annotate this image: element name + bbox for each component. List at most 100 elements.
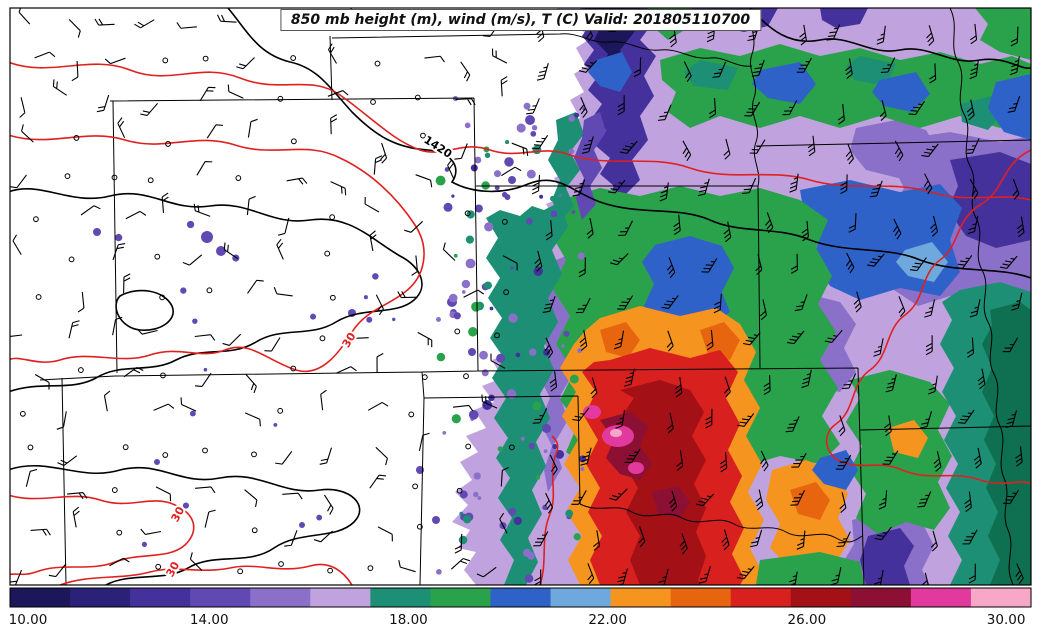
fill-speckle <box>470 164 478 172</box>
state-borders <box>39 8 1031 585</box>
wind-barb-glyph <box>1015 446 1023 467</box>
calm-wind-circle <box>508 444 515 451</box>
calm-wind-circle <box>454 328 461 335</box>
wind-barb <box>373 155 383 175</box>
wind-barb <box>867 253 885 267</box>
wind-barb <box>67 491 88 500</box>
wind-barb <box>572 407 590 422</box>
wind-barb <box>246 195 256 216</box>
wind-barb-glyph <box>581 136 594 154</box>
fill-speckle <box>363 295 368 300</box>
fill-speckle <box>568 148 575 155</box>
wind-barb-glyph <box>34 374 50 390</box>
fill-speckle <box>310 313 317 320</box>
wind-barb <box>204 509 216 528</box>
wind-barb-glyph <box>501 166 522 177</box>
wind-barb <box>579 97 588 118</box>
wind-barb-glyph <box>923 173 933 195</box>
wind-barb <box>404 220 423 233</box>
wind-barb <box>125 210 147 220</box>
wind-barb-glyph <box>545 220 553 241</box>
wind-barb-glyph <box>247 118 258 138</box>
wind-barb <box>869 180 883 198</box>
wind-barb-glyph <box>586 217 594 239</box>
wind-barb-glyph <box>542 296 556 313</box>
wind-barb <box>571 490 587 505</box>
wind-barb-glyph <box>659 182 669 202</box>
wind-barb <box>657 568 669 585</box>
wind-barb <box>245 373 257 394</box>
wind-barb-glyph <box>624 448 641 464</box>
wind-barb-glyph <box>755 254 763 276</box>
wind-barb-glyph <box>609 488 628 501</box>
wind-barb <box>841 373 857 390</box>
fill-speckle <box>461 279 471 289</box>
calm-wind-circle <box>251 451 257 458</box>
wind-barb-glyph <box>572 179 586 197</box>
fill-speckle <box>577 252 585 260</box>
wind-barb-glyph <box>785 416 800 433</box>
calm-wind-circle <box>147 177 154 184</box>
wind-barb <box>624 448 641 464</box>
wind-barb-glyph <box>48 563 67 578</box>
wind-barb-glyph <box>763 374 771 396</box>
wind-barb <box>369 230 377 252</box>
wind-barb-glyph <box>320 389 327 411</box>
wind-barb <box>826 24 841 41</box>
calm-wind-circle <box>420 132 426 139</box>
colorbar-segment <box>910 588 972 607</box>
wind-barb-glyph <box>970 23 978 45</box>
fill-speckle <box>481 369 489 377</box>
wind-barb <box>742 177 757 194</box>
wind-barb-glyph <box>348 332 369 340</box>
wind-barb <box>661 295 679 309</box>
wind-barb-glyph <box>579 330 588 351</box>
fill-speckle <box>180 287 187 294</box>
calm-wind-circle <box>464 210 471 217</box>
wind-barb <box>217 14 237 23</box>
wind-barb <box>879 100 887 121</box>
calm-wind-circle <box>116 529 123 536</box>
colorbar <box>9 587 1032 608</box>
wind-barb-glyph <box>1016 216 1025 238</box>
wind-barb <box>276 238 284 260</box>
wind-barb <box>592 530 601 551</box>
wind-barb-glyph <box>500 466 509 487</box>
fill-speckle <box>541 423 552 434</box>
fill-speckle <box>474 204 483 213</box>
wind-barb <box>575 297 591 314</box>
colorbar-segment <box>130 588 191 607</box>
wind-barb <box>68 320 80 339</box>
wind-barb-glyph <box>397 291 418 299</box>
wind-barb-glyph <box>666 412 674 434</box>
wind-barb-glyph <box>80 205 101 216</box>
plot-title: 850 mb height (m), wind (m/s), T (C) Val… <box>279 9 762 31</box>
wind-barb <box>578 60 598 73</box>
wind-barb-glyph <box>892 218 902 240</box>
wind-barb-glyph <box>68 19 81 38</box>
wind-barb-glyph <box>532 408 548 424</box>
fill-speckle <box>192 318 198 324</box>
wind-barb <box>452 404 474 412</box>
wind-barb <box>723 376 731 398</box>
wind-barb <box>835 454 852 470</box>
calm-wind-circle <box>329 294 336 301</box>
wind-barb <box>1010 26 1019 47</box>
wind-barb-glyph <box>695 493 715 507</box>
wind-barb <box>791 452 807 468</box>
wind-barb <box>327 90 349 97</box>
wind-barb <box>180 397 197 412</box>
calm-wind-circle <box>35 294 42 300</box>
wind-barb <box>194 334 216 341</box>
wind-barb <box>223 242 238 260</box>
wind-barb <box>874 526 892 541</box>
fill-speckle <box>442 430 447 435</box>
fill-speckle <box>484 152 491 158</box>
fill-speckle <box>484 222 494 232</box>
wind-barb <box>21 124 34 143</box>
wind-barb-glyph <box>683 61 692 82</box>
height-contour <box>227 8 1031 279</box>
calm-wind-circle <box>367 565 374 571</box>
wind-barb-glyph <box>873 569 884 585</box>
wind-barb-glyph <box>657 104 672 121</box>
